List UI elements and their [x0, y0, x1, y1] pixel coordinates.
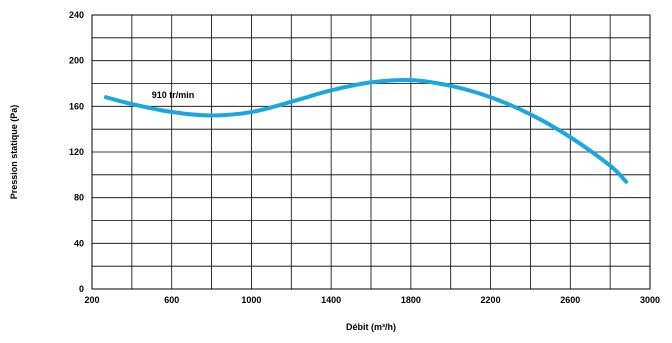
- plot-frame: [91, 14, 651, 290]
- series-line: [103, 77, 629, 184]
- x-tick-label: 2200: [481, 295, 501, 305]
- y-axis-label: Pression statique (Pa): [9, 105, 19, 200]
- x-tick-label: 600: [164, 295, 179, 305]
- x-axis-label: Débit (m³/h): [346, 322, 396, 332]
- curve-annotation: 910 tr/min: [152, 90, 195, 100]
- x-tick-label: 1000: [241, 295, 261, 305]
- y-tick-label: 200: [69, 56, 84, 66]
- x-tick-label: 3000: [640, 295, 660, 305]
- y-tick-label: 120: [69, 147, 84, 157]
- y-tick-label: 160: [69, 101, 84, 111]
- x-axis-ticks: 200 600 1000 1400 1800 2200 2600 3000: [84, 295, 660, 305]
- x-tick-label: 1400: [321, 295, 341, 305]
- x-tick-label: 2600: [560, 295, 580, 305]
- x-tick-label: 200: [84, 295, 99, 305]
- x-tick-label: 1800: [401, 295, 421, 305]
- y-axis-ticks: 0 40 80 120 160 200 240: [69, 10, 84, 294]
- y-tick-label: 40: [74, 238, 84, 248]
- grid: [91, 14, 651, 290]
- y-tick-label: 80: [74, 193, 84, 203]
- y-tick-label: 240: [69, 10, 84, 20]
- y-tick-label: 0: [79, 284, 84, 294]
